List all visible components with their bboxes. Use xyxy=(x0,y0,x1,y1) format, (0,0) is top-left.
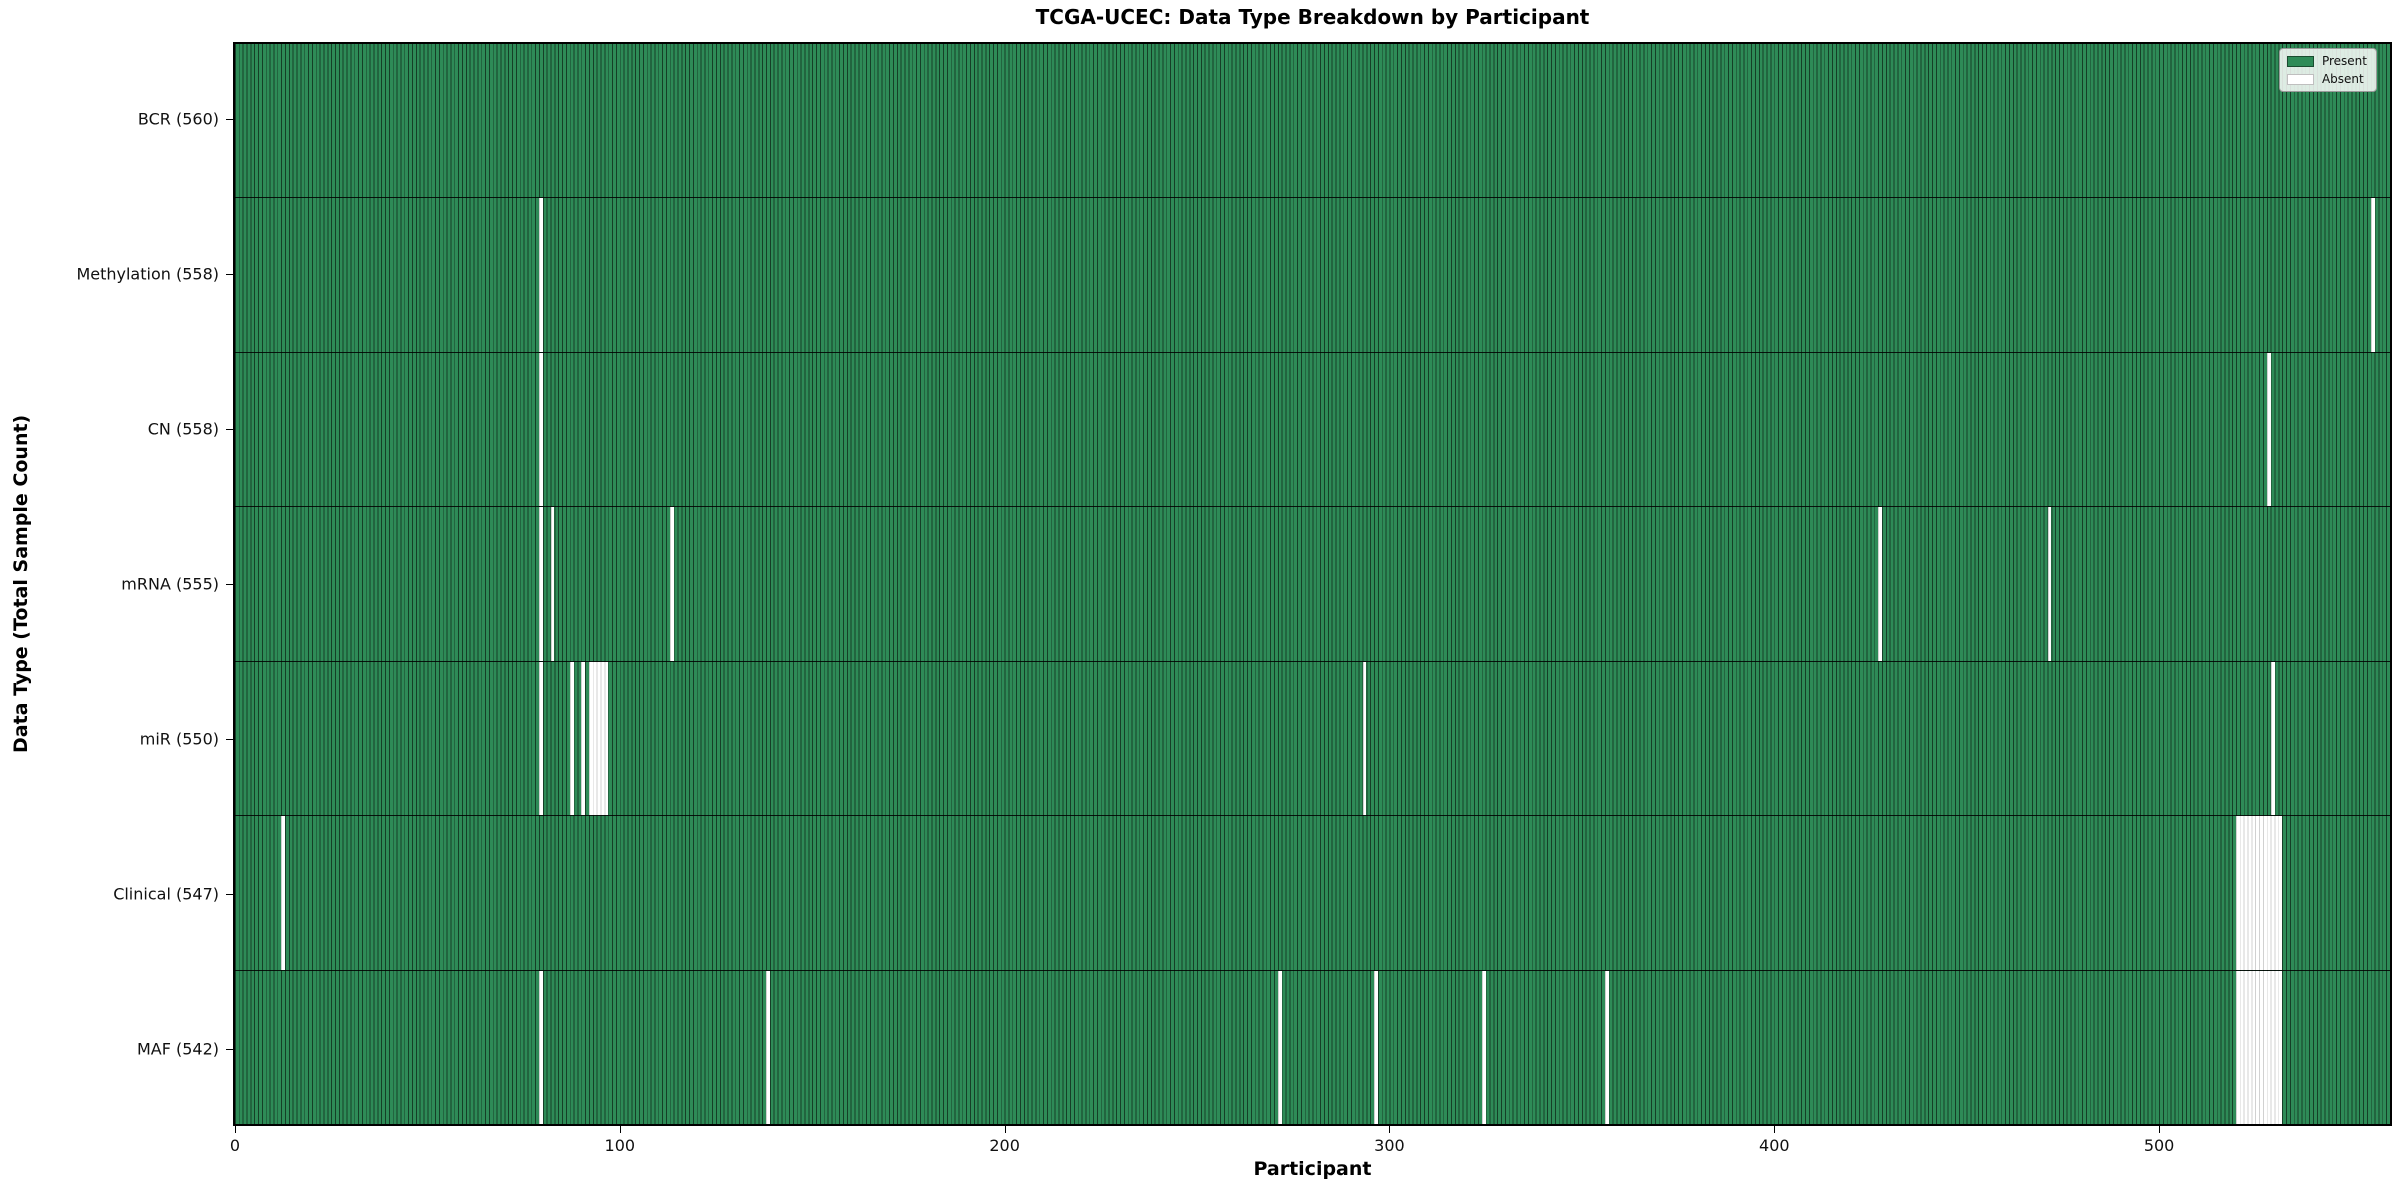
x-tick-mark xyxy=(1389,1126,1391,1133)
x-tick-label-300: 300 xyxy=(1374,1136,1405,1155)
absent-gap xyxy=(1362,661,1367,816)
absent-gap xyxy=(550,507,555,661)
absent-gap xyxy=(2270,661,2275,816)
absent-gap xyxy=(281,816,286,970)
absent-gap xyxy=(2236,816,2283,970)
absent-gap xyxy=(539,198,543,352)
y-tick-mark xyxy=(226,274,233,276)
row-maf xyxy=(235,969,2390,1124)
x-tick-label-100: 100 xyxy=(604,1136,636,1155)
y-tick-mark xyxy=(226,584,233,585)
absent-gap xyxy=(2047,507,2052,661)
legend-absent-label: Absent xyxy=(2321,72,2364,86)
y-tick-label-methylation: Methylation (558) xyxy=(76,264,219,284)
absent-gap xyxy=(1604,970,1609,1124)
legend: Present Absent xyxy=(2278,48,2377,92)
y-tick-mark xyxy=(226,119,233,121)
chart-title: TCGA-UCEC: Data Type Breakdown by Partic… xyxy=(1035,5,1590,29)
x-tick-label-400: 400 xyxy=(1759,1136,1790,1155)
x-tick-label-0: 0 xyxy=(229,1136,241,1155)
legend-entry-absent: Absent xyxy=(2286,72,2367,86)
x-tick-mark xyxy=(2159,1126,2161,1133)
y-tick-mark xyxy=(226,893,233,895)
absent-gap xyxy=(539,352,543,507)
row-cn xyxy=(235,351,2390,507)
y-tick-label-mrna: mRNA (555) xyxy=(121,574,219,594)
y-tick-label-clinical: Clinical (547) xyxy=(113,884,219,904)
row-bcr xyxy=(235,44,2390,198)
row-methylation xyxy=(235,197,2390,352)
row-mrna xyxy=(235,506,2390,661)
x-axis-label: Participant xyxy=(1253,1158,1372,1180)
absent-gap xyxy=(2266,352,2271,507)
x-tick-label-500: 500 xyxy=(2143,1136,2175,1155)
absent-gap xyxy=(2370,198,2375,352)
absent-gap xyxy=(1374,970,1378,1124)
row-mir xyxy=(235,660,2390,816)
absent-gap xyxy=(569,661,574,816)
absent-gap xyxy=(1481,970,1486,1124)
x-tick-mark xyxy=(1774,1126,1776,1133)
absent-gap xyxy=(1277,970,1282,1124)
absent-gap xyxy=(539,970,543,1124)
y-tick-mark xyxy=(226,1048,233,1050)
plot-area: Present Absent xyxy=(233,42,2392,1126)
x-tick-label-200: 200 xyxy=(989,1136,1020,1155)
absent-gap xyxy=(581,661,586,816)
legend-entry-present: Present xyxy=(2286,54,2367,68)
absent-gap xyxy=(669,507,674,661)
y-tick-label-mir: miR (550) xyxy=(139,729,219,749)
x-tick-mark xyxy=(1004,1126,1006,1133)
absent-gap xyxy=(539,507,543,661)
x-tick-mark xyxy=(619,1126,621,1133)
absent-gap xyxy=(589,661,609,816)
absent-gap xyxy=(766,970,770,1124)
y-tick-mark xyxy=(226,738,233,740)
x-tick-mark xyxy=(235,1126,236,1133)
legend-absent-swatch xyxy=(2286,73,2314,85)
legend-present-swatch xyxy=(2286,55,2314,67)
y-tick-label-maf: MAF (542) xyxy=(136,1039,219,1059)
y-tick-label-cn: CN (558) xyxy=(147,419,219,439)
absent-gap xyxy=(2236,970,2283,1124)
row-clinical xyxy=(235,815,2390,970)
absent-gap xyxy=(539,661,543,816)
absent-gap xyxy=(1878,507,1883,661)
legend-present-label: Present xyxy=(2321,54,2367,68)
y-tick-mark xyxy=(226,429,233,431)
y-tick-label-bcr: BCR (560) xyxy=(137,109,219,129)
